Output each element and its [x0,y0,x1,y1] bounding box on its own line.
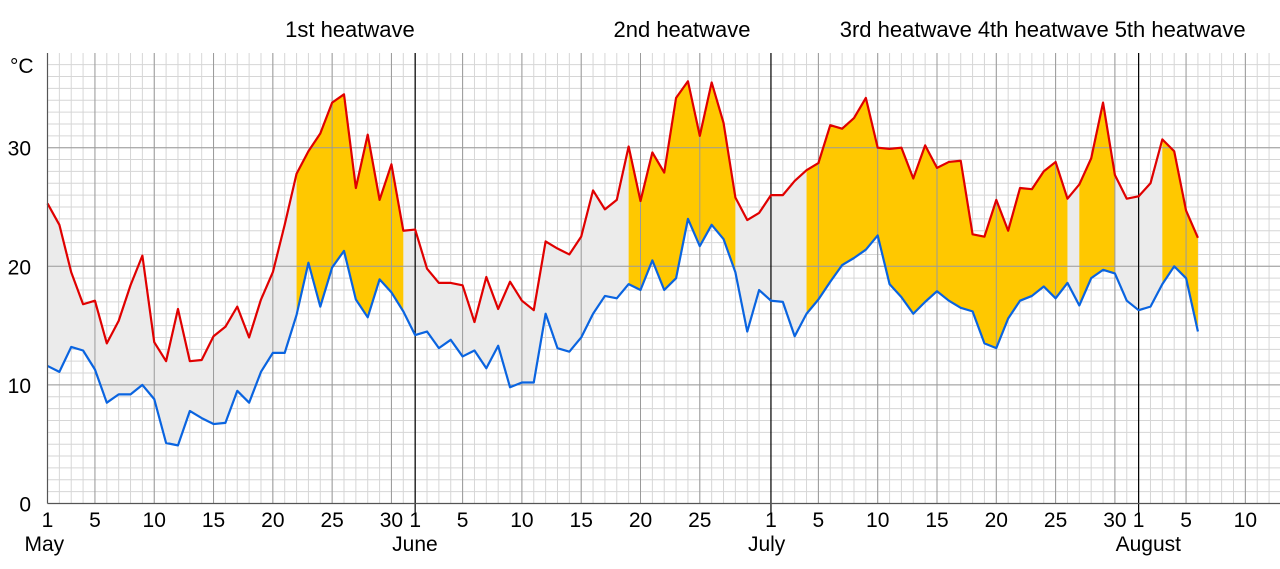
y-tick-label: 30 [8,138,31,161]
x-tick-label: 15 [925,509,948,532]
y-tick-label: 0 [19,494,31,517]
x-tick-label: 20 [985,509,1008,532]
heatwave-label: 5th heatwave [1115,17,1246,42]
x-tick-label: 5 [1180,509,1192,532]
x-tick-label: 1 [42,509,54,532]
x-tick-label: 20 [629,509,652,532]
axes [46,53,1280,505]
x-tick-label: 10 [510,509,533,532]
month-label: July [748,533,786,556]
month-label: August [1116,533,1182,556]
x-tick-label: 5 [89,509,101,532]
max-temperature-line [46,80,1199,363]
heatwave-area [1162,139,1198,332]
heatwave-fills [296,81,1198,349]
x-tick-label: 30 [1103,509,1126,532]
x-tick-label: 25 [1044,509,1067,532]
month-label: May [25,533,65,556]
heatwave-area [296,94,404,318]
y-unit-label: °C [10,55,34,78]
x-tick-label: 1 [1133,509,1145,532]
x-tick-label: 5 [813,509,825,532]
x-tick-label: 25 [320,509,343,532]
x-tick-label: 5 [457,509,469,532]
x-tick-label: 15 [202,509,225,532]
y-tick-label: 20 [8,256,31,279]
x-tick-label: 1 [765,509,777,532]
month-boundary-lines [414,53,1140,514]
heatwave-area [1079,102,1115,306]
x-tick-label: 1 [409,509,421,532]
heatwave-label: 2nd heatwave [614,17,751,42]
heatwave-label: 4th heatwave [978,17,1109,42]
heatwave-label: 3rd heatwave [840,17,972,42]
x-tick-label: 30 [380,509,403,532]
month-label: June [392,533,438,556]
heatwave-area [628,81,736,291]
temperature-lines [46,80,1199,447]
x-tick-label: 25 [688,509,711,532]
heatwave-label: 1st heatwave [285,17,415,42]
x-tick-label: 10 [1234,509,1257,532]
x-tick-label: 20 [261,509,284,532]
min-temperature-line [47,217,1199,447]
x-tick-label: 10 [143,509,166,532]
y-tick-label: 10 [8,375,31,398]
x-tick-label: 15 [570,509,593,532]
x-tick-label: 10 [866,509,889,532]
